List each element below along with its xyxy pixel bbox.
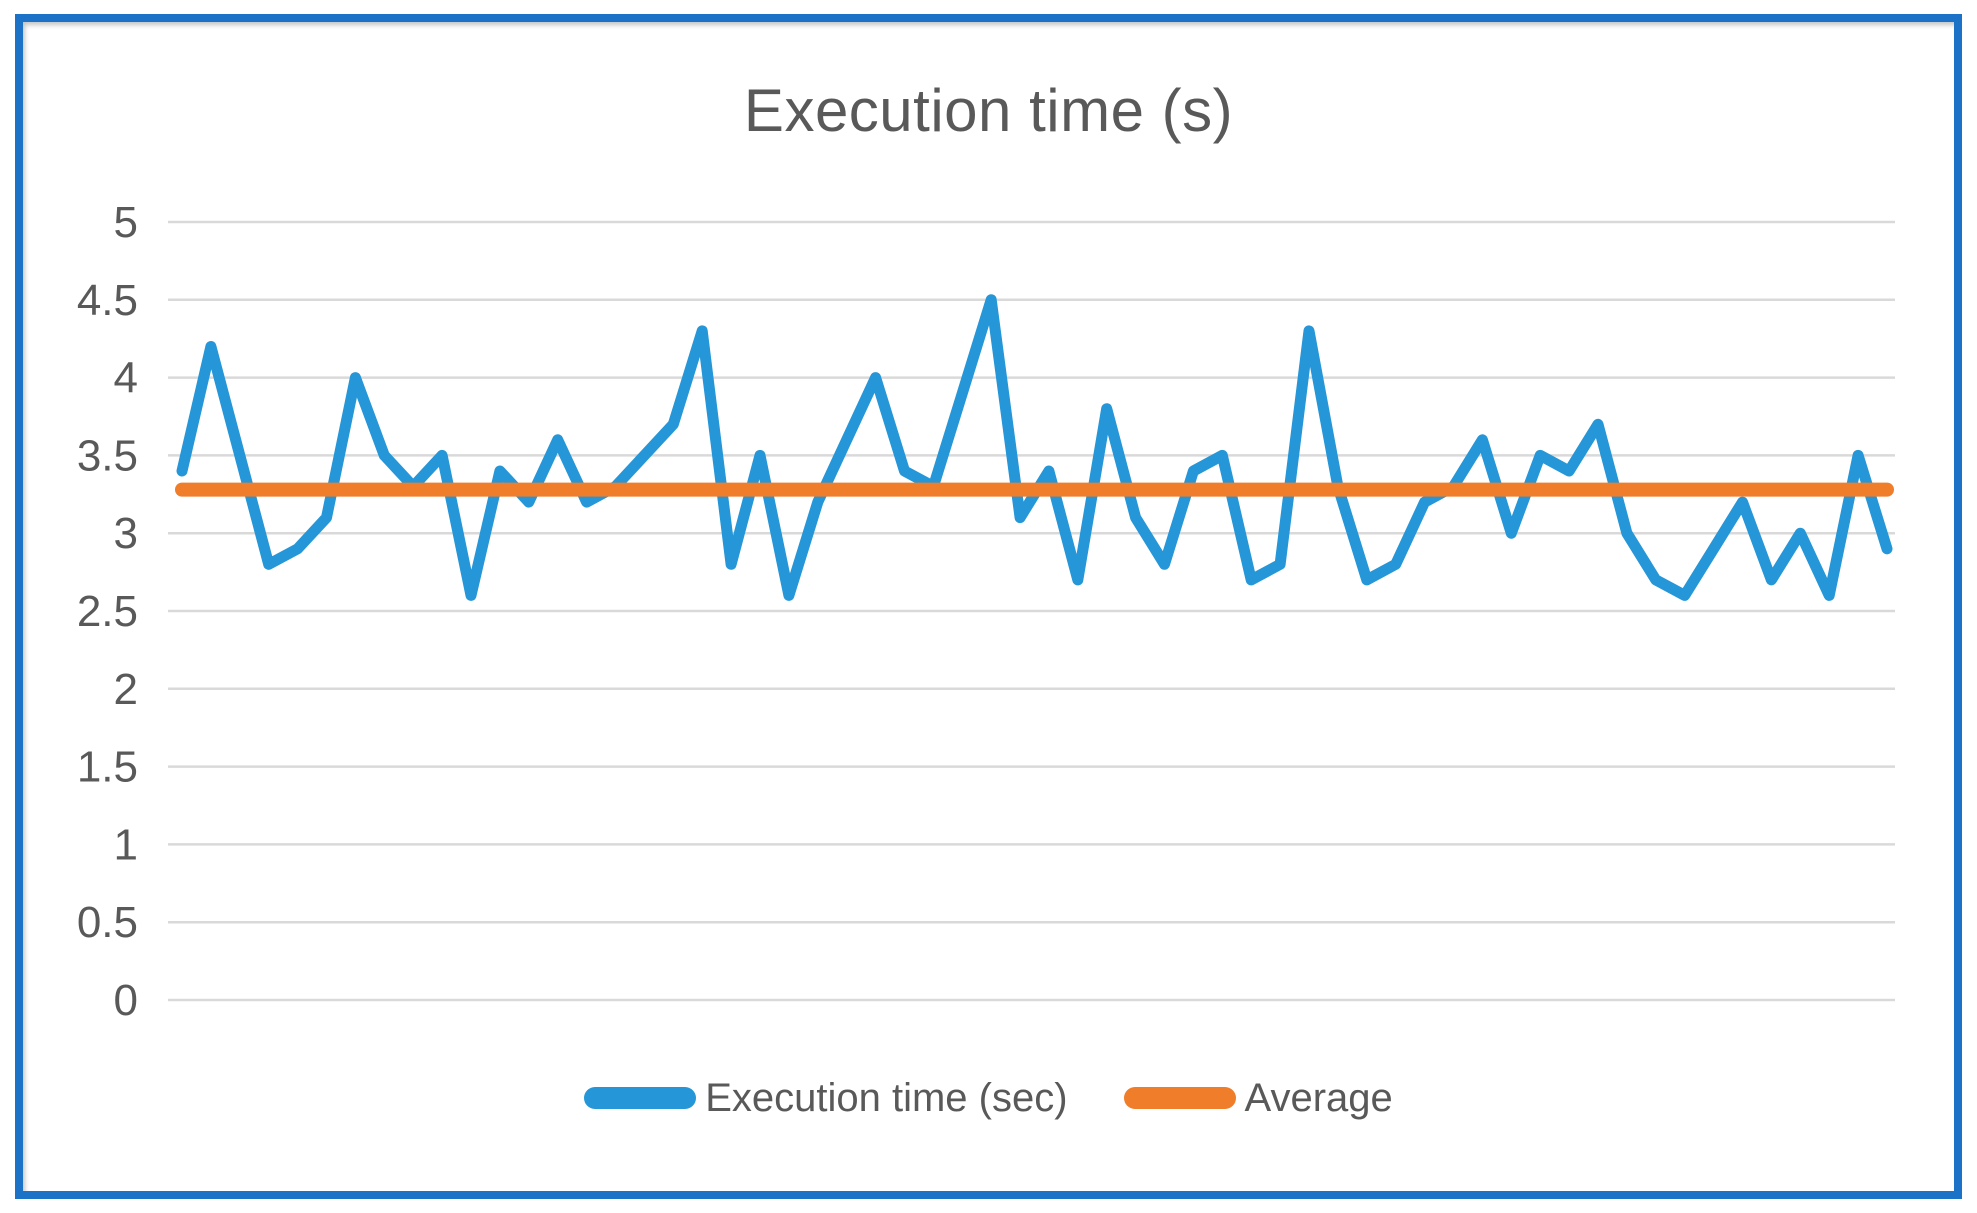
y-tick-label: 1 xyxy=(114,820,138,869)
legend-key-execution-time-line xyxy=(584,1087,697,1109)
execution-time-line xyxy=(176,294,1893,601)
y-tick-label: 4 xyxy=(114,354,138,403)
legend-label-execution-time: Execution time (sec) xyxy=(705,1075,1068,1120)
y-tick-label: 0.5 xyxy=(77,898,138,947)
y-tick-label: 2 xyxy=(114,665,138,714)
chart-title: Execution time (s) xyxy=(743,77,1234,144)
legend-label-average: Average xyxy=(1244,1075,1393,1120)
y-tick-label: 5 xyxy=(114,198,138,247)
legend: Execution time (sec) Average xyxy=(0,1072,1977,1124)
y-tick-label: 3.5 xyxy=(77,431,138,480)
y-tick-label: 3 xyxy=(114,509,138,558)
y-tick-label: 1.5 xyxy=(77,743,138,792)
y-tick-label: 0 xyxy=(114,976,138,1025)
legend-key-average-line xyxy=(1123,1087,1236,1109)
y-tick-label: 2.5 xyxy=(77,587,138,636)
y-tick-label: 4.5 xyxy=(77,276,138,325)
